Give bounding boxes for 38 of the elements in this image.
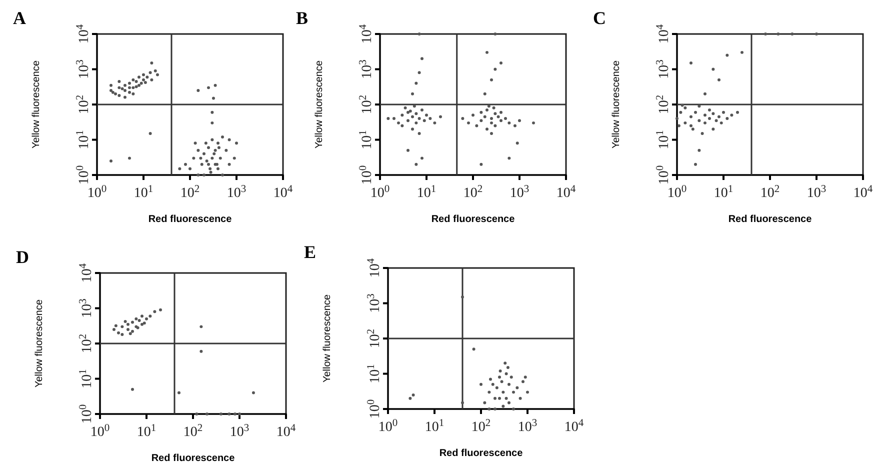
x-tick-label: 10$^{4}$ [556,184,576,201]
x-tick-label: 10$^{0}$ [667,184,687,201]
x-tick-label: 10$^{1}$ [136,422,156,440]
x-tick-label: 10$^{1}$ [134,184,154,201]
y-axis-title: Yellow fluorescence [322,294,333,383]
x-tick-label: 10$^{4}$ [853,184,874,201]
x-tick-label: 10$^{4}$ [273,184,294,201]
chart-title: C [593,8,606,28]
x-axis-title: Red fluorescence [151,453,236,464]
x-tick-label: 10$^{4}$ [276,422,296,440]
x-tick-label: 10$^{1}$ [416,184,436,201]
chart-title: A [13,8,26,28]
x-tick-label: 10$^{1}$ [424,418,444,435]
x-tick-label: 10$^{2}$ [180,184,200,201]
x-tick-label: 10$^{3}$ [230,422,250,440]
chart-title: D [16,247,29,267]
x-tick-label: 10$^{4}$ [564,418,584,435]
x-axis-title: Red fluorescence [728,214,812,225]
x-tick-label: 10$^{2}$ [471,418,491,435]
chart-title: E [304,242,316,262]
x-tick-label: 10$^{0}$ [378,418,398,435]
y-axis-title: Yellow fluorescence [31,60,42,149]
x-tick-label: 10$^{1}$ [714,184,734,201]
x-tick-label: 10$^{3}$ [226,184,246,201]
x-axis-title: Red fluorescence [439,448,524,459]
x-tick-label: 10$^{3}$ [510,184,530,201]
x-tick-label: 10$^{2}$ [760,184,780,201]
x-axis-title: Red fluorescence [431,214,516,225]
x-tick-label: 10$^{2}$ [463,184,483,201]
x-tick-label: 10$^{2}$ [183,422,203,440]
y-axis-title: Yellow fluorescence [34,299,45,388]
chart-title: B [296,8,308,28]
x-tick-label: 10$^{3}$ [518,418,538,435]
y-axis-title: Yellow fluorescence [611,60,622,149]
x-tick-label: 10$^{3}$ [806,184,826,201]
y-axis-title: Yellow fluorescence [314,60,325,149]
x-tick-label: 10$^{0}$ [90,422,110,440]
x-axis-title: Red fluorescence [148,214,232,225]
